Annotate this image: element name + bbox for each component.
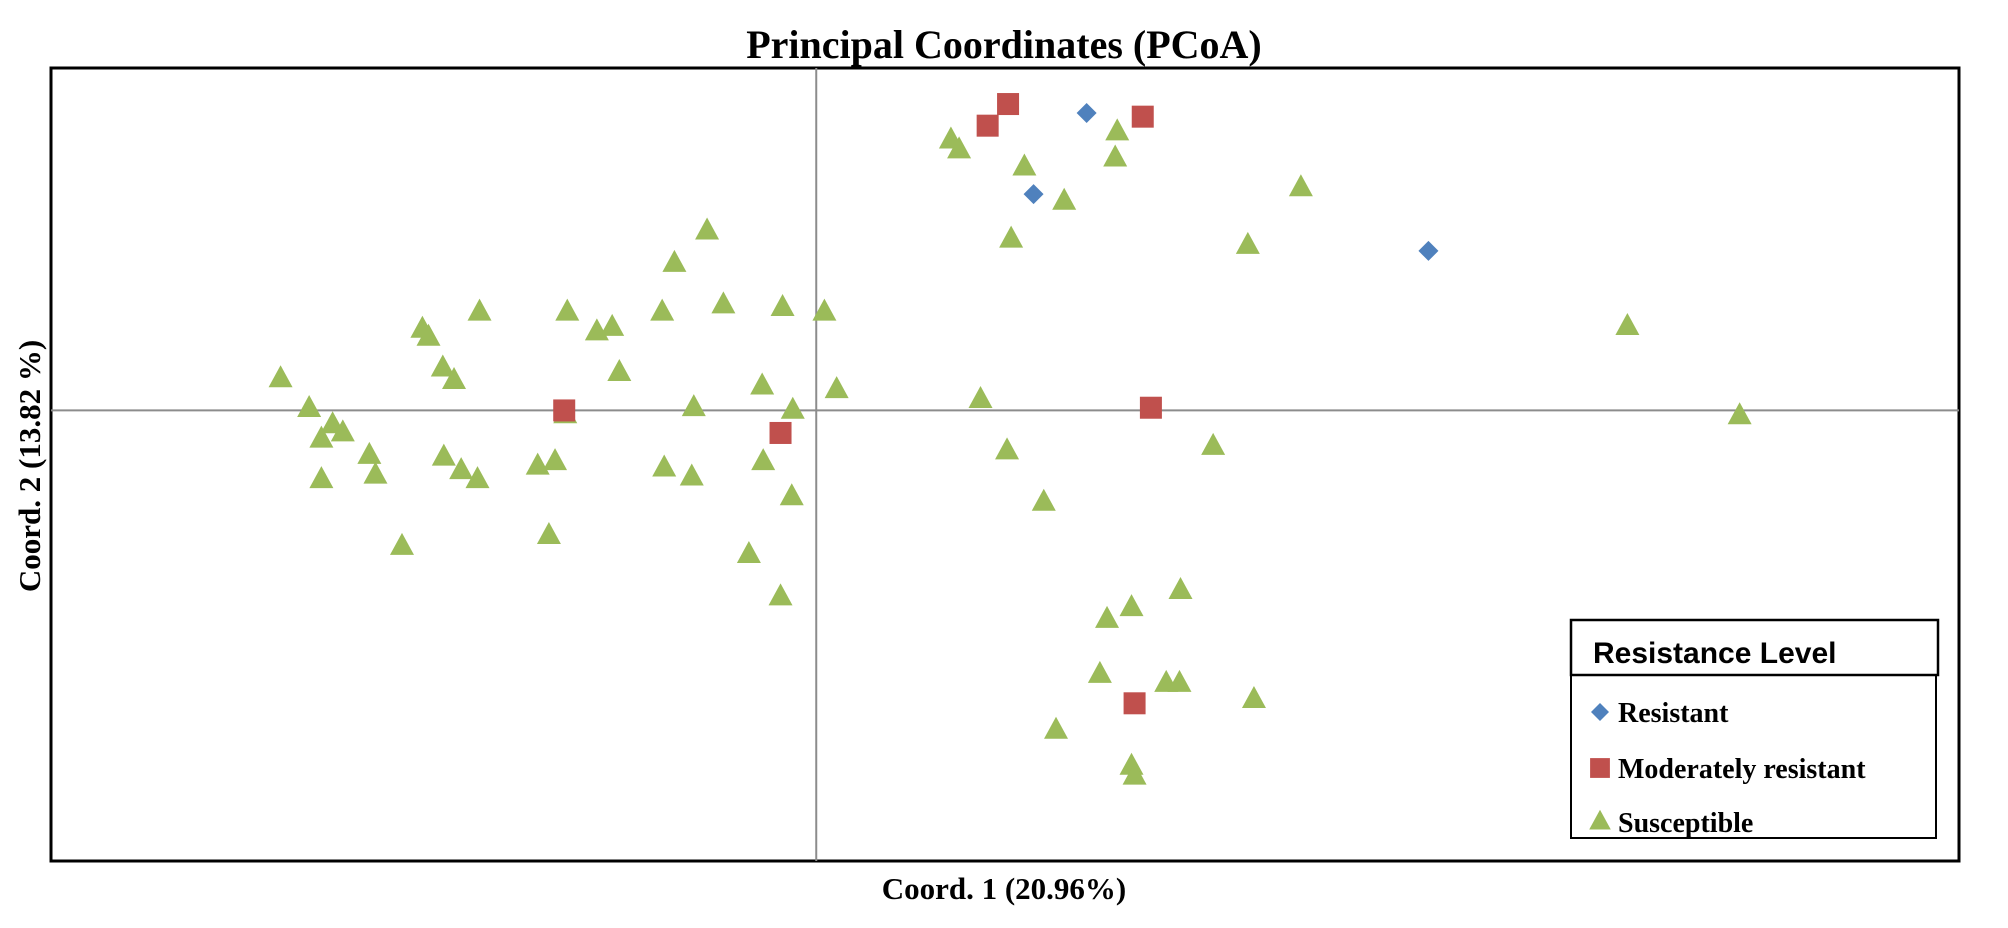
moderately-resistant-point-5	[553, 399, 576, 422]
resistant-point-3	[1418, 240, 1439, 261]
moderately-resistant-point-1	[997, 93, 1020, 116]
x-axis-label: Coord. 1 (20.96%)	[882, 871, 1127, 906]
susceptible-point-23	[416, 323, 441, 346]
susceptible-point-4	[1105, 118, 1130, 141]
plot-area-frame	[49, 66, 1961, 863]
susceptible-point-47	[995, 437, 1020, 460]
susceptible-point-62	[1167, 669, 1192, 692]
susceptible-point-28	[824, 376, 849, 399]
susceptible-point-9	[1235, 231, 1260, 254]
susceptible-point-18	[600, 313, 625, 336]
susceptible-point-15	[770, 294, 795, 317]
legend-marker-moderately-resistant	[1590, 758, 1610, 778]
susceptible-point-46	[751, 448, 776, 471]
legend-label-moderately-resistant: Moderately resistant	[1618, 754, 1866, 785]
susceptible-point-66	[1122, 762, 1147, 785]
susceptible-point-17	[650, 298, 675, 321]
susceptible-point-6	[1052, 187, 1077, 210]
susceptible-point-2	[947, 136, 972, 159]
susceptible-point-25	[442, 367, 467, 390]
susceptible-point-52	[1031, 488, 1056, 511]
susceptible-point-21	[467, 298, 492, 321]
susceptible-point-8	[1288, 174, 1313, 197]
susceptible-point-19	[584, 318, 609, 341]
susceptible-point-58	[1119, 594, 1144, 617]
legend-title: Resistance Level	[1593, 637, 1836, 670]
susceptible-point-59	[1095, 605, 1120, 628]
y-axis-label: Coord. 2 (13.82 %)	[12, 340, 47, 592]
susceptible-point-51	[779, 483, 804, 506]
susceptible-point-33	[330, 419, 355, 442]
legend: Resistance Level Resistant Moderately res…	[1569, 618, 1940, 839]
susceptible-point-38	[357, 441, 382, 464]
resistant-point-1	[1076, 103, 1097, 124]
susceptible-point-43	[525, 452, 550, 475]
susceptible-point-55	[736, 540, 761, 563]
susceptible-point-41	[465, 466, 490, 489]
susceptible-point-27	[750, 372, 775, 395]
susceptible-point-50	[363, 461, 388, 484]
susceptible-point-42	[543, 448, 568, 471]
legend-label-susceptible: Susceptible	[1618, 808, 1753, 839]
moderately-resistant-point-3	[1131, 105, 1154, 128]
susceptible-point-32	[309, 425, 334, 448]
susceptible-point-40	[449, 457, 474, 480]
susceptible-point-44	[652, 454, 677, 477]
susceptible-point-29	[268, 365, 293, 388]
susceptible-point-53	[389, 532, 414, 555]
susceptible-point-48	[1201, 432, 1226, 455]
susceptible-point-20	[555, 298, 580, 321]
moderately-resistant-point-7	[1123, 692, 1146, 715]
susceptible-point-37	[968, 385, 993, 408]
susceptible-point-64	[1044, 716, 1069, 739]
susceptible-point-36	[780, 396, 805, 419]
moderately-resistant-point-2	[976, 114, 999, 137]
moderately-resistant-point-6	[769, 421, 792, 444]
susceptible-point-39	[431, 443, 456, 466]
susceptible-point-7	[999, 225, 1024, 248]
susceptible-point-49	[309, 466, 334, 489]
susceptible-point-30	[297, 394, 322, 417]
moderately-resistant-point-4	[1139, 396, 1162, 419]
legend-marker-resistant	[1591, 703, 1609, 721]
susceptible-point-12	[695, 217, 720, 240]
susceptible-point-5	[1103, 144, 1128, 167]
susceptible-point-24	[430, 354, 455, 377]
susceptible-point-63	[1241, 686, 1266, 709]
susceptible-point-54	[536, 522, 561, 545]
susceptible-point-13	[662, 249, 687, 272]
data-points	[268, 93, 1752, 785]
legend-label-resistant: Resistant	[1618, 698, 1729, 729]
susceptible-point-26	[607, 358, 632, 381]
legend-title-box	[1569, 618, 1940, 677]
susceptible-point-45	[679, 463, 704, 486]
susceptible-point-14	[711, 291, 736, 314]
susceptible-point-10	[1615, 312, 1640, 335]
susceptible-point-56	[768, 583, 793, 606]
chart-title: Principal Coordinates (PCoA)	[746, 22, 1262, 67]
susceptible-point-57	[1168, 577, 1193, 600]
susceptible-point-3	[1012, 153, 1037, 176]
susceptible-point-16	[812, 298, 837, 321]
susceptible-point-60	[1087, 660, 1112, 683]
legend-marker-susceptible	[1589, 809, 1611, 830]
resistant-point-2	[1023, 184, 1044, 205]
susceptible-point-11	[1727, 402, 1752, 425]
susceptible-point-35	[681, 394, 706, 417]
